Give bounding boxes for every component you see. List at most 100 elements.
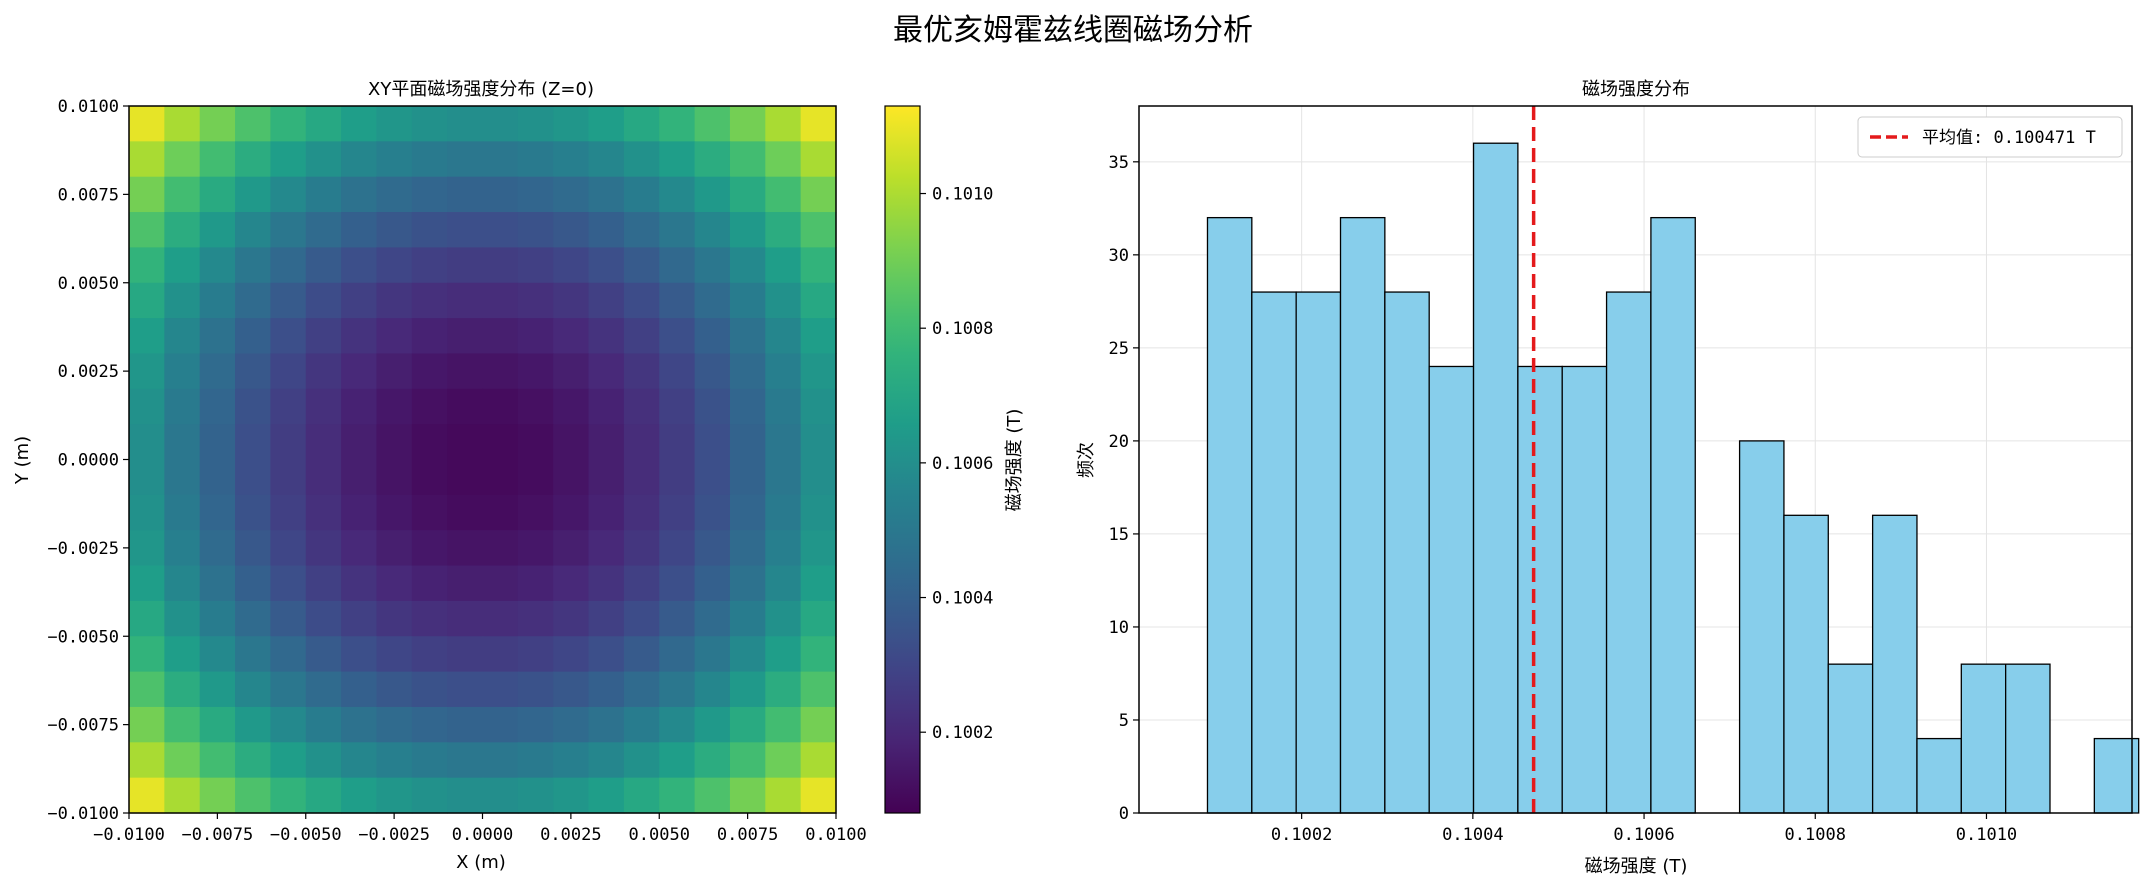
- heatmap-cell: [800, 459, 837, 496]
- heatmap-cell: [517, 318, 554, 355]
- heatmap-cell: [588, 141, 625, 178]
- heatmap-cell: [517, 388, 554, 425]
- heatmap-cell: [553, 600, 590, 637]
- heatmap-y-tick-label: −0.0050: [47, 627, 119, 647]
- histogram-y-tick-label: 5: [1119, 711, 1129, 731]
- heatmap-cell: [305, 353, 342, 390]
- heatmap-cell: [623, 706, 660, 743]
- heatmap-cell: [800, 106, 837, 142]
- heatmap-cell: [517, 671, 554, 708]
- heatmap-cell: [376, 176, 413, 213]
- heatmap-cell: [235, 424, 271, 461]
- heatmap-cell: [482, 353, 519, 390]
- heatmap-cell: [694, 106, 731, 142]
- heatmap-cell: [341, 671, 378, 708]
- heatmap-cell: [341, 106, 378, 142]
- heatmap-cell: [235, 282, 271, 319]
- histogram-bar: [1206, 216, 1253, 814]
- heatmap-cell: [553, 353, 590, 390]
- heatmap-cell: [199, 247, 236, 284]
- histogram-bar: [1783, 514, 1829, 814]
- heatmap-cell: [765, 353, 802, 390]
- histogram-bar: [1472, 142, 1519, 814]
- heatmap-cell: [694, 636, 731, 673]
- figure-suptitle: 最优亥姆霍兹线圈磁场分析: [893, 13, 1253, 48]
- heatmap-cell: [694, 742, 731, 779]
- heatmap-cell: [517, 353, 554, 390]
- heatmap-cell: [517, 742, 554, 779]
- heatmap-cell: [341, 636, 378, 673]
- heatmap-cell: [623, 459, 660, 496]
- heatmap-cell: [129, 636, 165, 673]
- heatmap-cell: [729, 353, 766, 390]
- heatmap-x-tick-label: −0.0100: [93, 825, 165, 845]
- histogram-bar: [1960, 663, 2007, 814]
- heatmap-cell: [588, 388, 625, 425]
- heatmap-y-tick-label: 0.0100: [58, 97, 119, 117]
- heatmap-cell: [199, 106, 236, 142]
- heatmap-cell: [164, 353, 201, 390]
- heatmap-cell: [694, 212, 731, 248]
- heatmap-cell: [729, 424, 766, 461]
- heatmap-cell: [129, 600, 165, 637]
- heatmap-cell: [411, 353, 448, 390]
- heatmap-cell: [517, 600, 554, 637]
- histogram-bar: [1916, 737, 1962, 814]
- heatmap-cell: [553, 777, 590, 814]
- heatmap-cell: [765, 212, 802, 248]
- heatmap-cell: [199, 212, 236, 248]
- heatmap-cell: [588, 671, 625, 708]
- colorbar-tick-label: 0.1008: [932, 319, 993, 339]
- histogram-x-tick-label: 0.1002: [1271, 825, 1332, 845]
- heatmap-y-tick-label: 0.0025: [58, 362, 119, 382]
- heatmap-cell: [270, 141, 307, 178]
- heatmap-cell: [376, 247, 413, 284]
- heatmap-cell: [305, 530, 342, 567]
- histogram-bars: [1206, 142, 2140, 814]
- heatmap-cell: [129, 424, 165, 461]
- heatmap-cell: [341, 388, 378, 425]
- histogram-y-tick-label: 15: [1109, 525, 1129, 545]
- heatmap-cell: [800, 424, 837, 461]
- heatmap-cell: [517, 212, 554, 248]
- heatmap-cell: [482, 530, 519, 567]
- heatmap-cell: [235, 565, 271, 602]
- heatmap-cell: [623, 671, 660, 708]
- heatmap-cell: [447, 424, 484, 461]
- heatmap-cell: [164, 176, 201, 213]
- heatmap-cell: [341, 141, 378, 178]
- heatmap-cell: [729, 106, 766, 142]
- heatmap-cell: [305, 176, 342, 213]
- heatmap-cell: [623, 282, 660, 319]
- heatmap-cell: [729, 282, 766, 319]
- heatmap-cell: [765, 636, 802, 673]
- heatmap-cell: [411, 706, 448, 743]
- heatmap-cell: [447, 636, 484, 673]
- heatmap-cell: [623, 247, 660, 284]
- heatmap-cell: [376, 777, 413, 814]
- heatmap-cell: [659, 742, 696, 779]
- histogram-y-label: 频次: [1076, 442, 1097, 478]
- heatmap-cell: [411, 494, 448, 531]
- heatmap-cell: [447, 353, 484, 390]
- heatmap-x-ticks: −0.0100 −0.0075 −0.0050 −0.0025 0.0000 0.0025…: [93, 813, 867, 845]
- heatmap-cell: [235, 212, 271, 248]
- heatmap-cell: [411, 247, 448, 284]
- heatmap-cell: [800, 671, 837, 708]
- heatmap-cell: [729, 459, 766, 496]
- heatmap-cell: [482, 424, 519, 461]
- histogram-bar: [1339, 216, 1386, 814]
- heatmap-cell: [270, 318, 307, 355]
- heatmap-cell: [765, 600, 802, 637]
- heatmap-cell: [447, 671, 484, 708]
- histogram-bar: [1650, 216, 1696, 814]
- heatmap-cell: [164, 318, 201, 355]
- heatmap-cell: [517, 636, 554, 673]
- heatmap-cell: [482, 494, 519, 531]
- heatmap-cell: [553, 388, 590, 425]
- heatmap-cell: [659, 777, 696, 814]
- heatmap-cell: [765, 565, 802, 602]
- heatmap-cell: [305, 282, 342, 319]
- heatmap-x-tick-label: 0.0050: [629, 825, 690, 845]
- heatmap-cell: [447, 141, 484, 178]
